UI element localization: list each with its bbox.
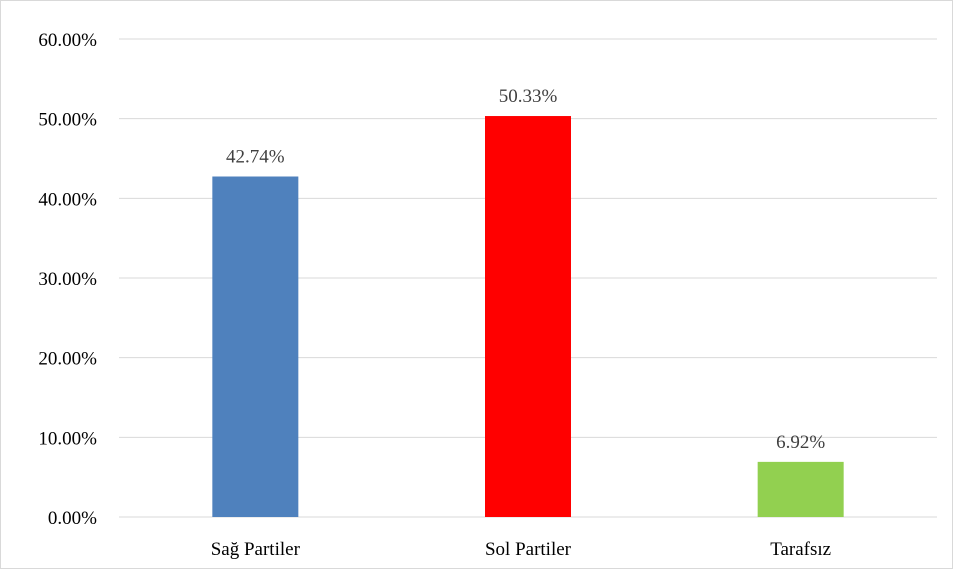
- bars: [212, 116, 844, 518]
- y-tick-label: 20.00%: [38, 349, 97, 370]
- data-label: 6.92%: [776, 432, 825, 453]
- x-axis-tick-labels: Sağ Partiler Sol Partiler Tarafsız: [211, 539, 831, 560]
- x-tick-label: Sağ Partiler: [211, 539, 301, 560]
- y-axis-tick-labels: 0.00% 10.00% 20.00% 30.00% 40.00% 50.00% 60.00…: [38, 30, 97, 529]
- bar: [757, 461, 844, 517]
- data-label: 50.33%: [499, 86, 558, 107]
- y-tick-label: 50.00%: [38, 110, 97, 131]
- data-label: 42.74%: [226, 147, 285, 168]
- y-tick-label: 10.00%: [38, 428, 97, 449]
- bar: [485, 116, 571, 518]
- y-tick-label: 60.00%: [38, 30, 97, 51]
- x-tick-label: Tarafsız: [770, 539, 831, 560]
- bar: [212, 176, 299, 517]
- y-tick-label: 0.00%: [48, 508, 97, 529]
- x-tick-label: Sol Partiler: [485, 539, 572, 560]
- y-tick-label: 30.00%: [38, 269, 97, 290]
- data-labels: 42.74% 50.33% 6.92%: [226, 86, 825, 453]
- y-tick-label: 40.00%: [38, 189, 97, 210]
